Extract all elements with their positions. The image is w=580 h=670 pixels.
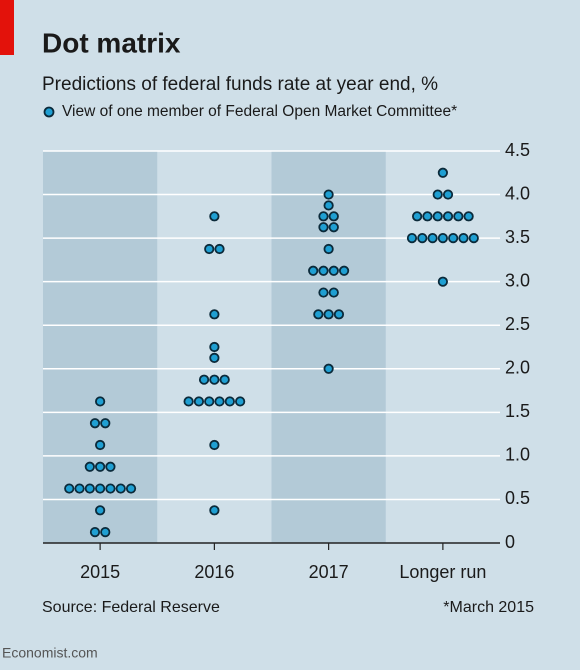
dot [204, 396, 215, 407]
dot [224, 396, 235, 407]
dot [458, 233, 469, 244]
dot [183, 396, 194, 407]
footnote: *March 2015 [443, 599, 534, 616]
y-tick-label: 3.0 [505, 270, 530, 290]
dot [209, 505, 220, 516]
dot [100, 527, 111, 538]
dot [209, 439, 220, 451]
dot [318, 222, 329, 233]
y-tick-label: 1.5 [505, 401, 530, 421]
dot [333, 309, 345, 320]
dot [214, 396, 225, 407]
dot [209, 341, 220, 353]
chart-subtitle: Predictions of federal funds rate at yea… [42, 74, 438, 95]
dot [318, 287, 329, 298]
dot [235, 396, 246, 407]
dot [437, 276, 448, 287]
dot [323, 309, 334, 320]
dot [437, 167, 448, 178]
dot [406, 233, 418, 244]
dot [468, 233, 479, 244]
dot [95, 461, 106, 472]
dot [95, 439, 106, 451]
y-tick-label: 4.0 [505, 183, 530, 203]
y-tick-label: 3.5 [505, 227, 530, 247]
dot [437, 233, 448, 244]
dot [417, 233, 428, 244]
y-tick-label: 2.5 [505, 314, 530, 334]
dot [308, 265, 319, 276]
dot [323, 243, 334, 255]
y-tick-label: 0.5 [505, 488, 530, 508]
dot [74, 483, 85, 494]
dot [323, 200, 334, 211]
dot [328, 265, 339, 276]
legend-text: View of one member of Federal Open Marke… [62, 103, 457, 120]
dot [105, 461, 116, 472]
dot [432, 211, 443, 222]
dot [209, 309, 220, 320]
x-tick-label: 2016 [194, 562, 234, 582]
dot [209, 374, 220, 385]
dot [209, 352, 220, 363]
dot [323, 363, 334, 374]
dot [95, 396, 106, 407]
dot [95, 483, 106, 494]
dot [318, 211, 329, 222]
y-tick-label: 2.0 [505, 358, 530, 378]
chart-title: Dot matrix [42, 27, 181, 58]
dot [442, 211, 454, 222]
dot [313, 309, 324, 320]
dot [204, 243, 215, 255]
x-tick-label: 2017 [309, 562, 349, 582]
dot [422, 211, 433, 222]
dot [100, 418, 111, 429]
dot [209, 211, 220, 222]
dot [463, 211, 474, 222]
dot [198, 374, 210, 385]
dot [214, 243, 225, 255]
dot [84, 461, 95, 472]
dot [89, 418, 101, 429]
dot [105, 483, 116, 494]
dot [328, 222, 339, 233]
dot [64, 483, 75, 494]
dot [328, 287, 339, 298]
red-tag [0, 0, 14, 55]
column-shade [271, 151, 386, 543]
x-tick-label: Longer run [399, 562, 486, 582]
legend-dot [43, 106, 55, 118]
dot [338, 265, 350, 276]
dot [89, 527, 101, 538]
dot [412, 211, 423, 222]
brand: Economist.com [2, 645, 98, 661]
dot [318, 265, 329, 276]
dot [193, 396, 205, 407]
dot [453, 211, 464, 222]
dot [95, 505, 106, 516]
dot [442, 189, 454, 200]
column-shade [43, 151, 158, 543]
dot [328, 211, 339, 222]
y-tick-label: 0 [505, 532, 515, 552]
dot [84, 483, 95, 494]
y-tick-label: 1.0 [505, 445, 530, 465]
dot [323, 189, 334, 200]
dot [115, 483, 126, 494]
dot [448, 233, 459, 244]
dot [427, 233, 438, 244]
dot [125, 483, 137, 494]
x-tick-label: 2015 [80, 562, 120, 582]
y-tick-label: 4.5 [505, 140, 530, 160]
dot [219, 374, 230, 385]
source: Source: Federal Reserve [42, 599, 220, 616]
dot [432, 189, 443, 200]
